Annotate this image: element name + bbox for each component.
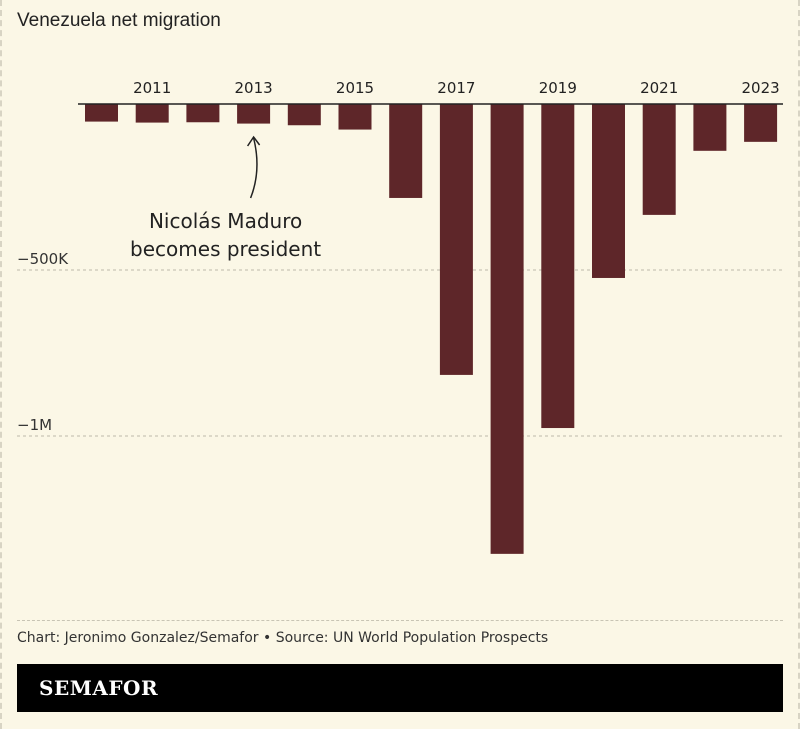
annotation-text: becomes president xyxy=(130,237,321,261)
bar-2017 xyxy=(439,104,473,375)
x-tick-label: 2021 xyxy=(640,79,678,97)
annotation-arrow xyxy=(249,137,258,199)
bar-2013 xyxy=(237,104,271,124)
brand-bar: SEMAFOR xyxy=(17,664,783,712)
x-tick-label: 2019 xyxy=(539,79,577,97)
chart-title: Venezuela net migration xyxy=(17,10,221,31)
annotation-text: Nicolás Maduro xyxy=(149,209,302,233)
semafor-logo: SEMAFOR xyxy=(39,676,159,700)
y-tick-label: −500K xyxy=(17,250,69,268)
x-tick-label: 2013 xyxy=(235,79,273,97)
y-tick-label: −1M xyxy=(17,416,52,434)
x-tick-label: 2015 xyxy=(336,79,374,97)
bar-2022 xyxy=(693,104,727,151)
bar-2020 xyxy=(592,104,625,278)
bar-2018 xyxy=(490,104,524,554)
x-tick-label: 2017 xyxy=(437,79,475,97)
bar-2011 xyxy=(135,104,169,123)
bar-2014 xyxy=(287,104,321,126)
bar-2023 xyxy=(744,104,778,142)
bar-2019 xyxy=(541,104,575,429)
bar-2015 xyxy=(338,104,372,130)
bar-chart: −500K −1M 2011 2013 2015 2017 2019 2021 2023 Nico… xyxy=(17,79,783,554)
x-tick-label: 2023 xyxy=(742,79,780,97)
chart-credit: Chart: Jeronimo Gonzalez/Semafor • Sourc… xyxy=(17,630,549,646)
bar-2021 xyxy=(642,104,676,215)
bar-2016 xyxy=(389,104,423,198)
bar-2010 xyxy=(85,104,118,122)
x-tick-label: 2011 xyxy=(133,79,171,97)
bar-2012 xyxy=(186,104,220,123)
divider xyxy=(17,620,783,621)
arrow-head-icon xyxy=(246,135,261,147)
